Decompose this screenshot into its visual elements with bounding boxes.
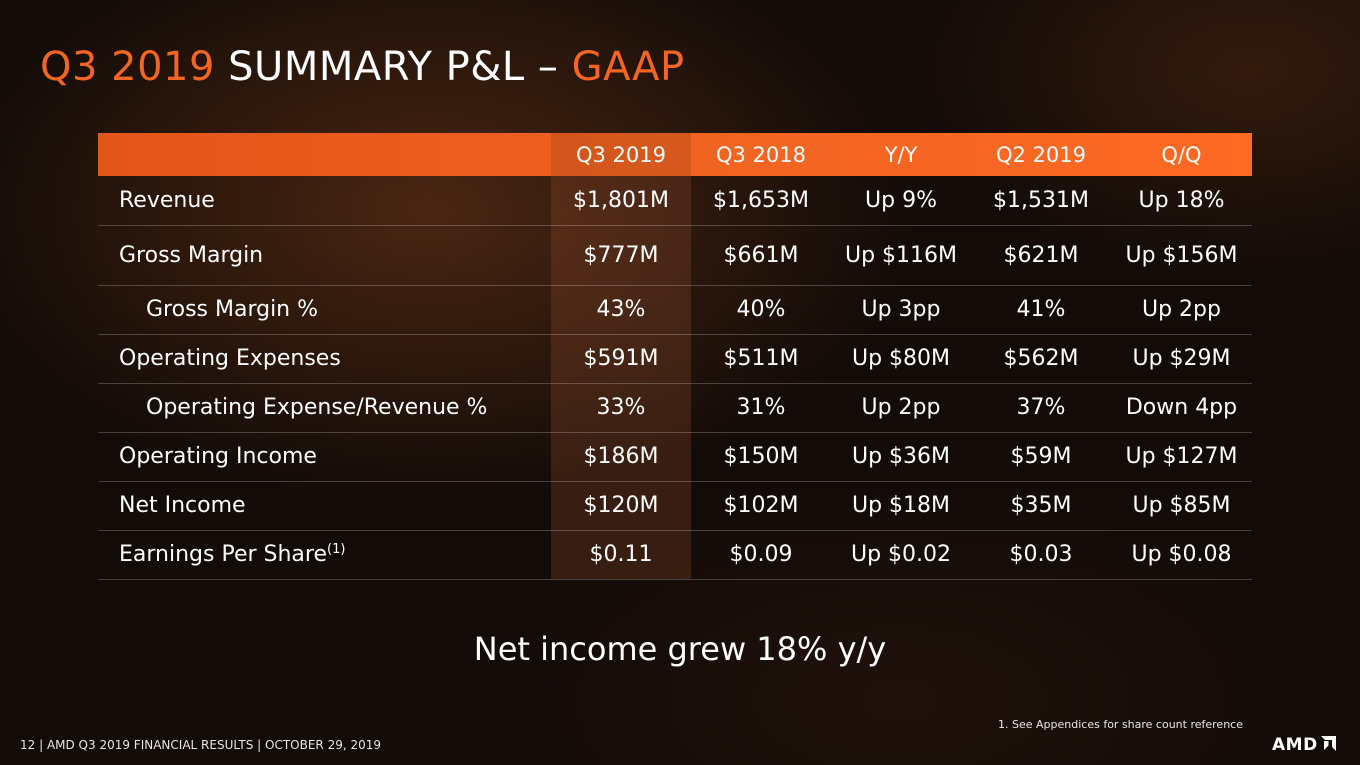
cell-yy: Up $80M [831, 334, 971, 384]
header-q2-2019: Q2 2019 [995, 142, 1086, 167]
row-label: Operating Expenses [98, 334, 551, 384]
cell-qq: Down 4pp [1111, 383, 1252, 433]
table-row-gross-margin: Gross Margin $777M $661M Up $116M $621M … [98, 225, 1252, 286]
row-label: Revenue [98, 176, 551, 226]
cell-q2-2019: $59M [971, 432, 1111, 482]
callout-text: Net income grew 18% y/y [473, 630, 887, 668]
cell-yy: Up $116M [831, 225, 971, 286]
table-header-row: Q3 2019 Q3 2018 Y/Y Q2 2019 Q/Q [98, 133, 1252, 176]
title-period: Q3 2019 [40, 44, 215, 90]
header-yy: Y/Y [884, 142, 918, 167]
table-row-revenue: Revenue $1,801M $1,653M Up 9% $1,531M Up… [98, 176, 1252, 226]
cell-yy: Up $36M [831, 432, 971, 482]
cell-q3-2018: 31% [691, 383, 831, 433]
cell-q3-2018: $150M [691, 432, 831, 482]
table-row-operating-expenses: Operating Expenses $591M $511M Up $80M $… [98, 334, 1252, 384]
amd-logo: AMD [1272, 735, 1336, 755]
cell-q2-2019: 37% [971, 383, 1111, 433]
cell-q2-2019: $0.03 [971, 530, 1111, 580]
cell-q3-2019: $0.11 [551, 530, 691, 580]
row-label: Gross Margin [98, 225, 551, 286]
cell-qq: Up 2pp [1111, 285, 1252, 335]
cell-q3-2019: $591M [551, 334, 691, 384]
cell-q2-2019: $1,531M [971, 176, 1111, 226]
table-row-gross-margin-pct: Gross Margin % 43% 40% Up 3pp 41% Up 2pp [98, 285, 1252, 335]
header-label-cell [98, 133, 551, 176]
cell-qq: Up 18% [1111, 176, 1252, 226]
cell-q3-2019: 43% [551, 285, 691, 335]
row-label: Net Income [98, 481, 551, 531]
pl-summary-table: Q3 2019 Q3 2018 Y/Y Q2 2019 Q/Q Revenue … [98, 133, 1252, 580]
footer-text: 12 | AMD Q3 2019 FINANCIAL RESULTS | OCT… [20, 738, 382, 752]
table-row-operating-income: Operating Income $186M $150M Up $36M $59… [98, 432, 1252, 482]
cell-q3-2018: $102M [691, 481, 831, 531]
cell-q3-2018: $1,653M [691, 176, 831, 226]
cell-yy: Up 2pp [831, 383, 971, 433]
cell-qq: Up $0.08 [1111, 530, 1252, 580]
cell-qq: Up $85M [1111, 481, 1252, 531]
cell-q3-2019: 33% [551, 383, 691, 433]
cell-q2-2019: 41% [971, 285, 1111, 335]
cell-q3-2018: $0.09 [691, 530, 831, 580]
cell-q3-2018: $661M [691, 225, 831, 286]
cell-q3-2019: $1,801M [551, 176, 691, 226]
row-label: Earnings Per Share(1) [98, 530, 551, 580]
row-label: Operating Expense/Revenue % [98, 383, 551, 433]
header-qq: Q/Q [1161, 142, 1202, 167]
table-row-opex-revenue-pct: Operating Expense/Revenue % 33% 31% Up 2… [98, 383, 1252, 433]
row-label: Operating Income [98, 432, 551, 482]
cell-qq: Up $156M [1111, 225, 1252, 286]
row-label: Gross Margin % [98, 285, 551, 335]
cell-q3-2019: $120M [551, 481, 691, 531]
cell-q2-2019: $35M [971, 481, 1111, 531]
footnote-marker: (1) [327, 542, 346, 557]
cell-q3-2018: 40% [691, 285, 831, 335]
title-basis: GAAP [571, 44, 685, 90]
cell-q2-2019: $621M [971, 225, 1111, 286]
title-main: SUMMARY P&L – [214, 44, 572, 90]
cell-q3-2018: $511M [691, 334, 831, 384]
header-q3-2019: Q3 2019 [551, 133, 691, 176]
cell-q2-2019: $562M [971, 334, 1111, 384]
cell-qq: Up $29M [1111, 334, 1252, 384]
cell-q3-2019: $186M [551, 432, 691, 482]
cell-q3-2019: $777M [551, 225, 691, 286]
page-title: Q3 2019 SUMMARY P&L – GAAP [40, 44, 685, 90]
cell-qq: Up $127M [1111, 432, 1252, 482]
table-row-net-income: Net Income $120M $102M Up $18M $35M Up $… [98, 481, 1252, 531]
cell-yy: Up 9% [831, 176, 971, 226]
logo-wordmark: AMD [1272, 735, 1318, 755]
header-q3-2018: Q3 2018 [715, 142, 806, 167]
cell-yy: Up $18M [831, 481, 971, 531]
eps-label: Earnings Per Share [119, 542, 328, 567]
cell-yy: Up 3pp [831, 285, 971, 335]
footnote: 1. See Appendices for share count refere… [998, 718, 1243, 731]
amd-arrow-icon [1320, 735, 1336, 755]
cell-yy: Up $0.02 [831, 530, 971, 580]
table-row-eps: Earnings Per Share(1) $0.11 $0.09 Up $0.… [98, 530, 1252, 580]
